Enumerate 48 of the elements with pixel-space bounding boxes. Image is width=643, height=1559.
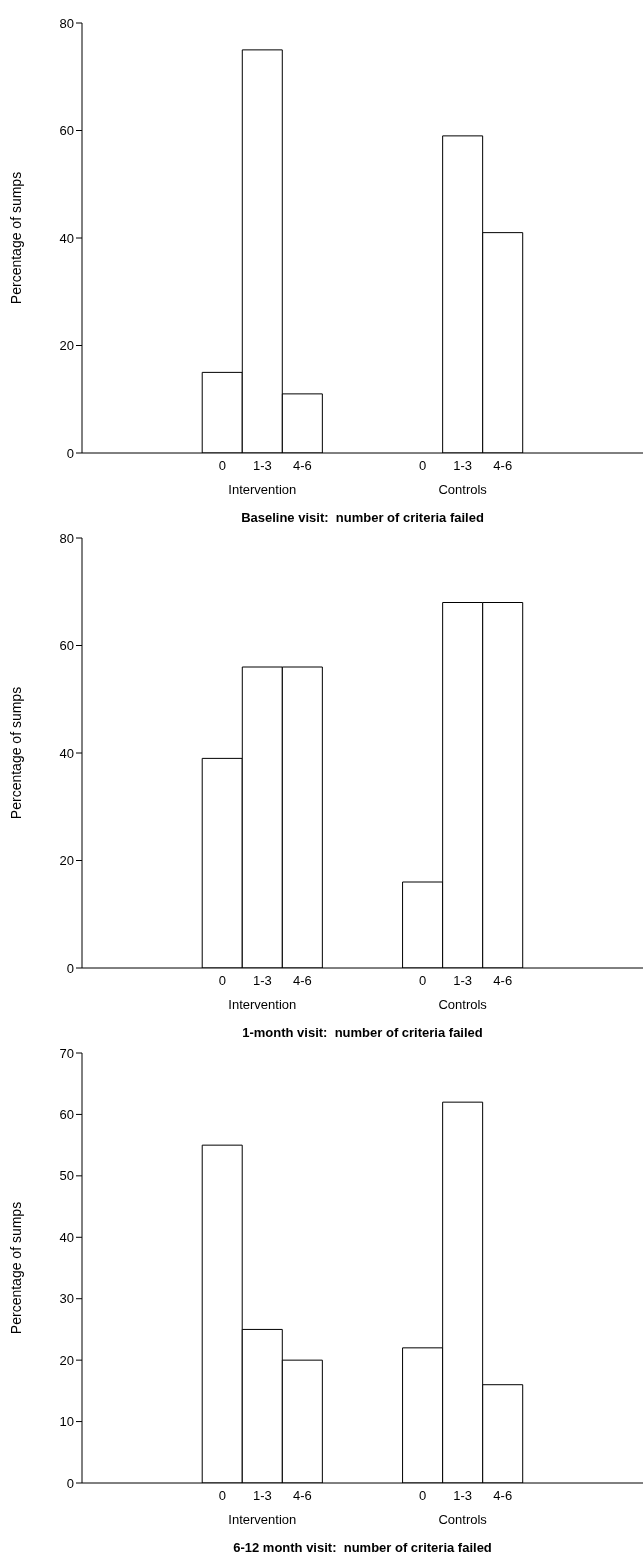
x-axis-title: 6-12 month visit: number of criteria failed [232,1539,493,1555]
x-tick-label: 1-3 [252,458,272,474]
y-tick-label: 70 [59,1045,74,1061]
y-axis-title: Percentage of sumps [7,686,24,820]
x-tick-label: 4-6 [493,1488,513,1504]
y-axis-title: Percentage of sumps [7,1201,24,1335]
y-tick-label: 60 [59,638,74,654]
x-tick-label: 1-3 [252,973,272,989]
y-tick-label: 0 [66,445,74,461]
x-tick-label: 1-3 [453,458,473,474]
x-tick-label: 4-6 [292,1488,312,1504]
x-tick-label: 0 [218,973,226,989]
y-tick-label: 40 [59,745,74,761]
text: Controls [437,1512,488,1527]
y-tick-label: 0 [66,1475,74,1491]
y-tick-label: 60 [59,123,74,139]
x-tick-label: 4-6 [292,973,312,989]
x-tick-label: 0 [418,1488,427,1504]
x-axis-title: Baseline visit: number of criteria failed [240,509,485,525]
y-tick-label: 20 [59,853,74,869]
text: Intervention [227,482,298,497]
x-tick-label: 0 [418,973,427,989]
x-tick-label: 0 [418,458,427,474]
x-tick-label: 1-3 [453,1488,473,1504]
x-axis-title: 1-month visit: number of criteria failed [241,1024,484,1040]
x-tick-label: 1-3 [453,973,473,989]
y-tick-label: 0 [66,960,74,976]
text: Intervention [227,997,298,1012]
x-tick-label: 0 [218,1488,226,1504]
y-tick-label: 50 [59,1168,74,1184]
y-tick-label: 20 [59,1352,74,1368]
y-tick-label: 20 [59,338,74,354]
text: Controls [437,482,488,497]
y-tick-label: 60 [59,1107,74,1123]
y-tick-label: 80 [59,15,74,31]
y-tick-label: 80 [59,530,74,546]
x-tick-label: 1-3 [252,1488,272,1504]
x-tick-label: 0 [218,458,226,474]
y-tick-label: 10 [59,1414,74,1430]
y-axis-title: Percentage of sumps [7,171,24,305]
text: Intervention [227,1512,298,1527]
x-tick-label: 4-6 [292,458,312,474]
x-tick-label: 4-6 [493,458,513,474]
y-tick-label: 40 [59,230,74,246]
y-tick-label: 30 [59,1291,74,1307]
x-tick-label: 4-6 [493,973,513,989]
y-tick-label: 40 [59,1229,74,1245]
text: Controls [437,997,488,1012]
